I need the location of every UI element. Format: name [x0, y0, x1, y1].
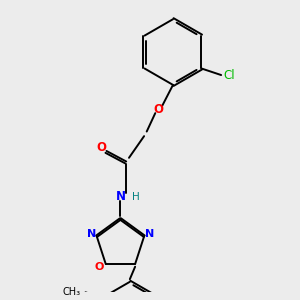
Text: H: H: [132, 192, 140, 202]
Text: N: N: [116, 190, 125, 203]
Text: O: O: [154, 103, 164, 116]
Text: N: N: [87, 229, 96, 238]
Text: O: O: [96, 142, 106, 154]
Text: CH₃: CH₃: [62, 287, 80, 297]
Text: N: N: [145, 229, 154, 238]
Text: Cl: Cl: [224, 68, 236, 82]
Text: O: O: [94, 262, 104, 272]
